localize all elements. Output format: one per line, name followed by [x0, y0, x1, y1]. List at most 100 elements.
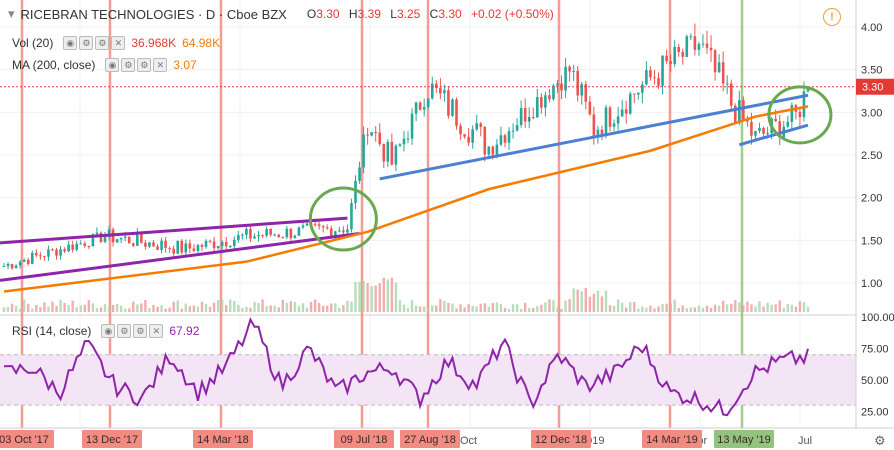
candle-body — [487, 146, 491, 155]
candle-body — [548, 95, 551, 100]
more-icon[interactable]: ⚙ — [137, 58, 152, 72]
candle-body — [237, 235, 240, 240]
volume-bar — [629, 302, 632, 312]
candle-body — [305, 223, 309, 226]
candle-body — [10, 263, 14, 269]
event-tag — [334, 430, 394, 448]
volume-bar — [778, 300, 781, 312]
volume-bar — [39, 307, 42, 312]
candle-body — [269, 228, 272, 235]
last-price-label: 3.30 — [862, 82, 883, 94]
candle-body — [786, 121, 790, 127]
candle-body — [43, 256, 46, 258]
volume-bar — [184, 303, 188, 312]
volume-bar — [499, 304, 503, 312]
candle-body — [188, 243, 192, 249]
volume-bar — [87, 300, 91, 312]
volume-bar — [313, 299, 317, 312]
collapse-icon[interactable]: ▾ — [8, 6, 15, 21]
candle-body — [358, 167, 361, 181]
candle-body — [503, 135, 507, 143]
candle-body — [168, 248, 171, 250]
volume-bar — [786, 304, 789, 312]
rsi-controls[interactable]: ◉ ⚙ ⚙ ✕ — [101, 324, 164, 338]
candle-body — [55, 249, 58, 256]
volume-bar — [693, 307, 697, 312]
rsi-legend: RSI (14, close) ◉ ⚙ ⚙ ✕ 67.92 — [12, 324, 199, 338]
volume-bar — [431, 305, 434, 312]
candle-body — [59, 249, 62, 256]
price-axis[interactable]: 4.00 3.50 3.00 2.50 2.00 1.50 1.00 3.30 100.00 75… — [855, 0, 894, 450]
eye-icon[interactable]: ◉ — [105, 58, 120, 72]
candle-body — [249, 228, 252, 239]
volume-bar — [633, 301, 636, 312]
settings-icon[interactable]: ⚙ — [117, 324, 132, 338]
eye-icon[interactable]: ◉ — [63, 36, 78, 50]
candle-body — [63, 249, 66, 252]
volume-bar — [144, 299, 147, 312]
candle-body — [180, 240, 184, 253]
candle-body — [382, 143, 386, 162]
volume-controls[interactable]: ◉ ⚙ ⚙ ✕ — [63, 36, 126, 50]
volume-bar — [148, 307, 151, 312]
volume-bar — [23, 299, 26, 312]
more-icon[interactable]: ⚙ — [133, 324, 148, 338]
candle-body — [475, 123, 479, 130]
volume-bar — [79, 305, 82, 312]
ma-controls[interactable]: ◉ ⚙ ⚙ ✕ — [105, 58, 168, 72]
volume-value: 36.968K — [131, 36, 177, 50]
volume-bar — [443, 300, 446, 312]
close-icon[interactable]: ✕ — [149, 324, 164, 338]
candle-body — [705, 43, 709, 48]
volume-bar — [156, 306, 159, 312]
candle-body — [588, 101, 592, 115]
volume-bar — [798, 301, 802, 312]
candle-body — [51, 249, 54, 251]
volume-bar — [237, 304, 240, 312]
candle-body — [103, 236, 107, 242]
close-icon[interactable]: ✕ — [153, 58, 168, 72]
candle-body — [281, 237, 285, 239]
settings-icon[interactable]: ⚙ — [121, 58, 136, 72]
trendlines — [0, 93, 809, 282]
more-icon[interactable]: ⚙ — [95, 36, 110, 50]
volume-bar — [180, 308, 183, 312]
volume-bar — [685, 308, 688, 312]
candle-body — [483, 126, 487, 155]
candle-body — [386, 141, 390, 162]
candle-body — [657, 78, 660, 86]
candle-body — [390, 141, 394, 165]
candle-body — [406, 138, 410, 140]
candle-body — [673, 46, 676, 65]
volume-bar — [439, 299, 442, 312]
candle-body — [604, 107, 608, 135]
volume-bar — [689, 307, 693, 312]
volume-bar — [398, 300, 402, 312]
volume-bar — [128, 308, 131, 312]
volume-bar — [305, 307, 309, 312]
candle-body — [148, 242, 151, 247]
volume-bar — [47, 306, 50, 312]
eye-icon[interactable]: ◉ — [101, 324, 116, 338]
highlight-circle — [767, 85, 833, 145]
volume-bar — [31, 308, 34, 312]
candle-body — [402, 138, 406, 145]
settings-icon[interactable]: ⚙ — [79, 36, 94, 50]
alert-icon[interactable]: ! — [823, 8, 841, 26]
close-icon[interactable]: ✕ — [111, 36, 126, 50]
volume-bar — [766, 302, 769, 312]
candle-body — [515, 125, 519, 131]
candle-body — [463, 134, 466, 137]
volume-bar — [544, 302, 547, 312]
candle-body — [669, 61, 672, 65]
event-tag-label: 14 Mar '18 — [197, 434, 249, 446]
volume-bar — [6, 306, 10, 312]
volume-bar — [762, 306, 765, 312]
volume-bar — [152, 304, 155, 312]
volume-bar — [592, 293, 596, 312]
volume-bar — [528, 308, 531, 312]
volume-bar — [734, 300, 737, 312]
volume-bar — [414, 305, 418, 312]
volume-bar — [641, 306, 644, 312]
